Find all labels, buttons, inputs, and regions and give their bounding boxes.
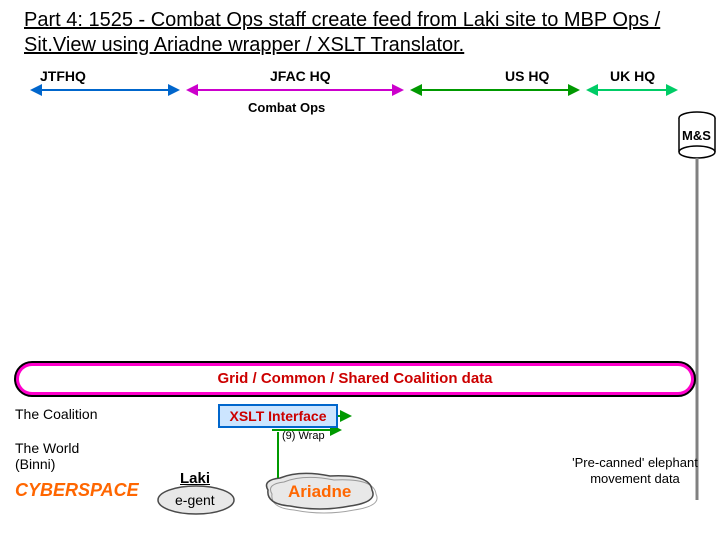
laki-label: Laki bbox=[180, 470, 210, 487]
combat-ops-label: Combat Ops bbox=[248, 100, 325, 115]
xslt-interface-box: XSLT Interface bbox=[218, 404, 338, 428]
coalition-label: The Coalition bbox=[15, 406, 98, 422]
world-label: The World (Binni) bbox=[15, 440, 79, 472]
ariadne-label: Ariadne bbox=[288, 482, 351, 502]
wrap-label: (9) Wrap bbox=[282, 430, 325, 442]
cyberspace-label: CYBERSPACE bbox=[15, 480, 139, 501]
ms-cylinder-label: M&S bbox=[682, 128, 711, 143]
grid-pill-label: Grid / Common / Shared Coalition data bbox=[0, 370, 710, 387]
egent-label: e-gent bbox=[175, 492, 215, 508]
elephant-data-label: 'Pre-canned' elephant movement data bbox=[560, 455, 710, 488]
